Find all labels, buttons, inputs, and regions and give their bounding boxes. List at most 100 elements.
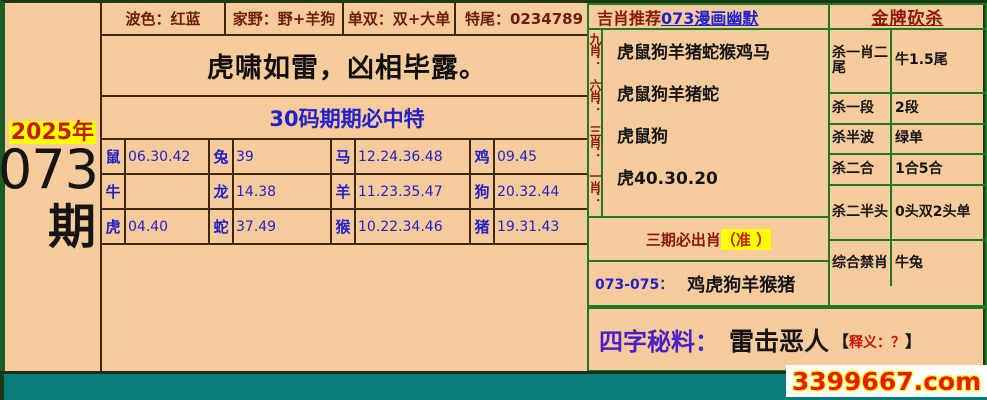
subtitle-text: 30码期期必中特	[102, 97, 592, 140]
kill-label: 杀一段	[830, 94, 892, 123]
note-text: 释义：？	[849, 334, 906, 351]
zodiac-cell-shu: 鼠 06.30.42	[102, 140, 210, 173]
zodiac-cell-niu: 牛	[102, 175, 210, 208]
zodiac-numbers: 19.31.43	[497, 218, 560, 235]
lucky-zodiac-box: 九肖： 六肖： 三肖： 一肖： 虎鼠狗羊猪蛇猴鸡马 虎鼠狗羊猪蛇 虎鼠狗 虎40…	[587, 30, 830, 307]
zodiac-numbers: 37.49	[234, 210, 332, 243]
attribute-cell-jiaye: 家野： 野+羊狗	[226, 3, 344, 34]
zodiac-cell-she: 蛇 37.49	[210, 210, 332, 243]
table-row: 鼠 06.30.42 兔 39 马 12.24.36.48 鸡 09.45	[102, 140, 592, 175]
left-content: 波色： 红蓝 家野： 野+羊狗 单双： 双+大单 特尾： 0234789 虎啸如…	[102, 3, 594, 374]
four-char-label: 四字秘料：	[599, 328, 719, 356]
note-bracket-close: 】	[905, 331, 922, 351]
left-panel: 2025年 073 期 波色： 红蓝 家野： 野+羊狗 单双： 双+大单	[0, 0, 594, 374]
zodiac-cell-yang: 羊 11.23.35.47	[332, 175, 471, 208]
must-appear-row: 三期必出肖 （准 ）	[589, 218, 828, 262]
kill-value: 牛兔	[895, 254, 923, 271]
lucky-label-6: 六肖：	[588, 78, 602, 112]
kill-value: 1合5合	[895, 160, 943, 177]
table-row: 杀二半头 0头双2头单	[830, 186, 985, 241]
zodiac-numbers: 39	[234, 140, 332, 173]
right-header-row: 吉肖推荐 073漫画幽默 金牌砍杀	[587, 3, 987, 30]
lucky-line-1: 虎40.30.20	[617, 169, 718, 189]
slogan-text: 虎啸如雷，凶相毕露。	[102, 36, 592, 97]
attribute-value-bose: 红蓝	[170, 10, 201, 28]
zodiac-numbers: 06.30.42	[126, 140, 210, 173]
zodiac-numbers: 09.45	[497, 148, 538, 165]
zodiac-cell-hou: 猴 10.22.34.46	[332, 210, 471, 243]
zodiac-numbers: 10.22.34.46	[356, 210, 471, 243]
zodiac-name: 马	[332, 140, 356, 173]
lucky-zodiac-title: 吉肖推荐	[597, 8, 662, 28]
attribute-label-tewei: 特尾：	[464, 10, 510, 28]
note-bracket-open: 【	[833, 331, 850, 351]
kill-label: 杀二半头	[830, 186, 892, 239]
period-range-row: 073-075： 鸡虎狗羊猴猪	[589, 262, 828, 305]
zodiac-numbers: 12.24.36.48	[356, 140, 471, 173]
zodiac-name: 牛	[102, 175, 126, 208]
zodiac-numbers	[126, 175, 210, 208]
zodiac-name: 兔	[210, 140, 234, 173]
period-range-code: 073-075：	[595, 276, 674, 293]
table-row: 综合禁肖 牛兔	[830, 241, 985, 286]
comic-humor-link[interactable]: 073漫画幽默	[661, 8, 759, 28]
site-watermark: 3399667.com	[786, 365, 987, 397]
lucky-label-1: 一肖：	[588, 170, 602, 204]
attribute-value-danshuang: 双+大单	[392, 10, 451, 28]
kill-value: 牛1.5尾	[895, 52, 948, 69]
attribute-label-danshuang: 单双：	[347, 10, 393, 28]
issue-suffix: 期	[47, 199, 96, 255]
lucky-zodiac-labels: 九肖： 六肖： 三肖： 一肖：	[588, 30, 603, 216]
lucky-label-9: 九肖：	[588, 33, 602, 66]
four-char-value: 雷击恶人	[729, 326, 830, 356]
lucky-zodiac-header: 吉肖推荐 073漫画幽默	[587, 3, 830, 30]
zodiac-cell-zhu: 猪 19.31.43	[471, 210, 592, 243]
four-char-note[interactable]: 【释义：？】	[833, 328, 921, 352]
lucky-zodiac-main: 九肖： 六肖： 三肖： 一肖： 虎鼠狗羊猪蛇猴鸡马 虎鼠狗羊猪蛇 虎鼠狗 虎40…	[588, 30, 828, 218]
watermark-text: 3399667.com	[791, 366, 982, 396]
issue-number: 073	[0, 138, 99, 201]
issue-column: 2025年 073 期	[0, 3, 102, 371]
kill-value: 2段	[895, 99, 919, 116]
zodiac-numbers: 14.38	[234, 175, 332, 208]
attribute-value-jiaye: 野+羊狗	[277, 10, 336, 28]
zodiac-name: 狗	[471, 175, 495, 208]
right-panel: 吉肖推荐 073漫画幽默 金牌砍杀 九肖： 六肖： 三肖： 一肖： 虎鼠狗羊猪蛇…	[587, 0, 987, 372]
zodiac-cell-ma: 马 12.24.36.48	[332, 140, 471, 173]
lucky-line-6: 虎鼠狗羊猪蛇	[617, 85, 719, 105]
zodiac-cell-tu: 兔 39	[210, 140, 332, 173]
zodiac-name: 鸡	[471, 140, 495, 173]
lucky-label-3: 三肖：	[588, 124, 602, 158]
kill-value: 绿单	[895, 130, 923, 147]
gold-kill-header: 金牌砍杀	[830, 3, 987, 30]
zodiac-name: 鼠	[102, 140, 126, 173]
gold-kill-title: 金牌砍杀	[871, 9, 944, 29]
zodiac-numbers: 04.40	[126, 210, 210, 243]
kill-value: 0头双2头单	[895, 203, 971, 220]
zodiac-name: 虎	[102, 210, 126, 243]
period-range-value: 鸡虎狗羊猴猪	[687, 274, 796, 296]
must-appear-badge: （准 ）	[720, 228, 772, 250]
zodiac-name: 蛇	[210, 210, 234, 243]
attribute-cell-bose: 波色： 红蓝	[102, 3, 226, 34]
zodiac-grid: 鼠 06.30.42 兔 39 马 12.24.36.48 鸡 09.45	[102, 140, 592, 245]
zodiac-cell-hu: 虎 04.40	[102, 210, 210, 243]
kill-label: 综合禁肖	[830, 241, 892, 286]
zodiac-name: 猴	[332, 210, 356, 243]
zodiac-cell-long: 龙 14.38	[210, 175, 332, 208]
lucky-zodiac-values: 虎鼠狗羊猪蛇猴鸡马 虎鼠狗羊猪蛇 虎鼠狗 虎40.30.20	[603, 30, 828, 216]
zodiac-cell-ji: 鸡 09.45	[471, 140, 592, 173]
lucky-line-3: 虎鼠狗	[617, 127, 668, 147]
attribute-value-tewei: 0234789	[509, 9, 584, 28]
attribute-cell-danshuang: 单双： 双+大单	[344, 3, 456, 34]
kill-label: 杀半波	[830, 125, 892, 153]
lucky-line-9: 虎鼠狗羊猪蛇猴鸡马	[617, 43, 770, 63]
zodiac-name: 猪	[471, 210, 495, 243]
must-appear-label: 三期必出肖	[645, 230, 721, 249]
four-char-secret-row: 四字秘料： 雷击恶人 【释义：？】	[587, 307, 987, 372]
gold-kill-table: 杀一肖二尾 牛1.5尾 杀一段 2段 杀半波 绿单 杀二合 1合5合 杀二半头	[830, 30, 987, 307]
table-row: 杀半波 绿单	[830, 125, 985, 155]
zodiac-cell-gou: 狗 20.32.44	[471, 175, 592, 208]
attribute-cell-tewei: 特尾： 0234789	[456, 3, 592, 34]
